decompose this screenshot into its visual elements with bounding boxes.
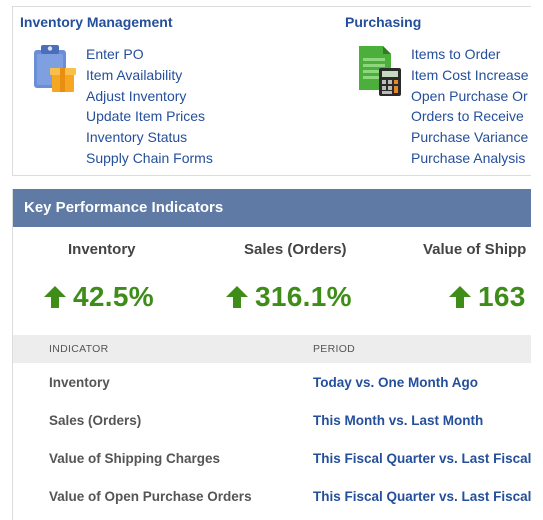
spreadsheet-calculator-icon	[359, 46, 401, 96]
clipboard-box-icon	[34, 45, 76, 92]
period-link[interactable]: This Fiscal Quarter vs. Last Fiscal	[313, 451, 531, 466]
link-update-item-prices[interactable]: Update Item Prices	[86, 108, 206, 125]
link-supply-chain-forms[interactable]: Supply Chain Forms	[86, 149, 213, 166]
link-item-cost-increase[interactable]: Item Cost Increase	[411, 66, 529, 83]
link-purchase-analysis[interactable]: Purchase Analysis	[411, 149, 526, 166]
column-header-period: PERIOD	[313, 343, 356, 355]
link-item-availability[interactable]: Item Availability	[86, 66, 183, 83]
link-adjust-inventory[interactable]: Adjust Inventory	[86, 87, 187, 104]
kpi-table-header: INDICATOR PERIOD	[13, 335, 531, 363]
table-row: Inventory Today vs. One Month Ago	[13, 363, 531, 401]
link-items-to-order[interactable]: Items to Order	[411, 46, 501, 62]
period-link[interactable]: Today vs. One Month Ago	[313, 375, 478, 390]
arrow-up-icon	[449, 286, 471, 308]
kpi-cards: Inventory 42.5% Sales (Orders) 316.1% Va…	[13, 227, 531, 335]
links-panel: Inventory Management Enter PO Item Avail…	[12, 6, 531, 176]
link-enter-po[interactable]: Enter PO	[86, 46, 144, 62]
kpi-card-value-text: 316.1%	[255, 281, 352, 312]
period-link[interactable]: This Month vs. Last Month	[313, 413, 484, 428]
table-row: Sales (Orders) This Month vs. Last Month	[13, 401, 531, 439]
kpi-card-title: Inventory	[68, 241, 136, 258]
arrow-up-icon	[226, 286, 248, 308]
kpi-card-value-text: 42.5%	[73, 281, 154, 312]
purchasing-title[interactable]: Purchasing	[345, 14, 422, 30]
kpi-card-title: Sales (Orders)	[244, 241, 347, 258]
link-orders-to-receive[interactable]: Orders to Receive	[411, 108, 524, 125]
arrow-up-icon	[44, 286, 66, 308]
link-purchase-variance[interactable]: Purchase Variance	[411, 129, 529, 146]
indicator-name: Value of Open Purchase Orders	[49, 489, 252, 504]
kpi-card-value: 316.1%	[225, 281, 352, 313]
period-link[interactable]: This Fiscal Quarter vs. Last Fiscal	[313, 489, 531, 504]
kpi-table: INDICATOR PERIOD Inventory Today vs. One…	[13, 335, 531, 515]
kpi-header: Key Performance Indicators	[13, 189, 531, 227]
column-header-indicator: INDICATOR	[49, 343, 109, 355]
inventory-links: Enter PO Item Availability Adjust Invent…	[86, 44, 213, 169]
purchasing-links: Items to Order Item Cost Increase Open P…	[411, 44, 529, 169]
indicator-name: Inventory	[49, 375, 110, 390]
kpi-card-value: 42.5%	[43, 281, 154, 313]
kpi-card-value-text: 163	[478, 281, 526, 312]
table-row: Value of Open Purchase Orders This Fisca…	[13, 477, 531, 515]
kpi-card-value: 163	[448, 281, 526, 313]
indicator-name: Value of Shipping Charges	[49, 451, 221, 466]
dashboard: Inventory Management Enter PO Item Avail…	[12, 0, 543, 520]
table-row: Value of Shipping Charges This Fiscal Qu…	[13, 439, 531, 477]
kpi-panel: Key Performance Indicators Inventory 42.…	[12, 189, 531, 520]
link-open-purchase-orders[interactable]: Open Purchase Or	[411, 87, 528, 104]
inventory-management-title[interactable]: Inventory Management	[20, 14, 173, 30]
kpi-card-title: Value of Shipp	[423, 241, 527, 258]
indicator-name: Sales (Orders)	[49, 413, 142, 428]
link-inventory-status[interactable]: Inventory Status	[86, 129, 188, 146]
